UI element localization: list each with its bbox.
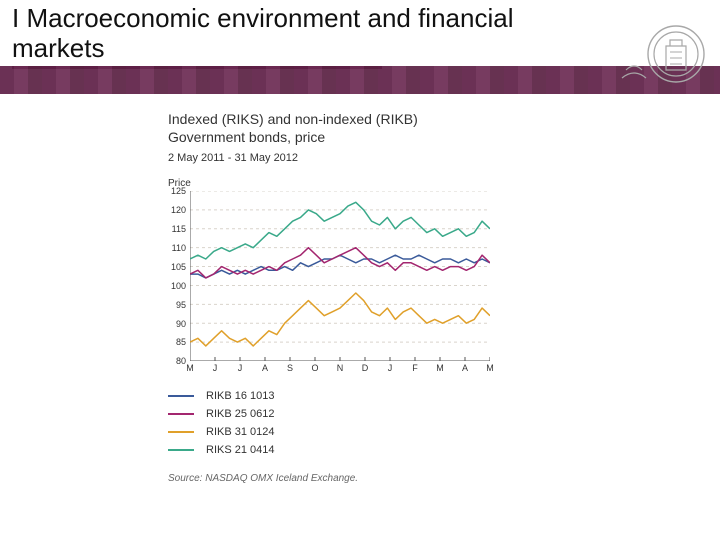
y-tick: 80 [176, 356, 186, 366]
y-axis-label: Price [168, 178, 552, 189]
line-chart-svg [190, 191, 490, 361]
y-tick: 110 [172, 243, 186, 253]
x-tick: S [287, 363, 293, 373]
series-line [190, 203, 490, 260]
chart-title-line1: Indexed (RIKS) and non-indexed (RIKB) [168, 111, 418, 127]
y-tick: 125 [171, 186, 186, 196]
y-tick: 90 [176, 319, 186, 329]
x-tick: N [337, 363, 344, 373]
x-tick: A [262, 363, 268, 373]
y-tick: 105 [171, 262, 186, 272]
slide-root: I Macroeconomic environment and financia… [0, 0, 720, 540]
legend-label: RIKB 31 0124 [206, 426, 275, 438]
legend-item: RIKB 31 0124 [168, 423, 552, 441]
legend-label: RIKB 16 1013 [206, 390, 275, 402]
x-tick: M [436, 363, 444, 373]
chart-title: Indexed (RIKS) and non-indexed (RIKB) Go… [168, 110, 552, 146]
y-tick: 120 [171, 205, 186, 215]
x-tick-row: MJJASONDJFMAM [190, 363, 490, 377]
legend-item: RIKB 16 1013 [168, 387, 552, 405]
title-text: I Macroeconomic environment and financia… [12, 3, 513, 63]
series-line [190, 248, 490, 278]
title-block: I Macroeconomic environment and financia… [12, 4, 532, 69]
legend-swatch [168, 413, 194, 415]
x-tick: F [412, 363, 418, 373]
chart-source: Source: NASDAQ OMX Iceland Exchange. [168, 473, 552, 484]
legend-label: RIKS 21 0414 [206, 444, 275, 456]
page-title: I Macroeconomic environment and financia… [12, 4, 532, 64]
x-tick: M [186, 363, 194, 373]
series-line [190, 293, 490, 346]
y-tick: 95 [176, 300, 186, 310]
plot-area: 12512011511010510095908580 MJJASONDJFMAM [168, 191, 508, 361]
legend-item: RIKS 21 0414 [168, 441, 552, 459]
legend-swatch [168, 449, 194, 451]
chart-container: Indexed (RIKS) and non-indexed (RIKB) Go… [168, 110, 552, 484]
x-tick: J [213, 363, 218, 373]
y-tick-column: 12512011511010510095908580 [168, 191, 190, 361]
x-tick: O [311, 363, 318, 373]
legend-swatch [168, 431, 194, 433]
x-tick: J [388, 363, 393, 373]
seal-logo [616, 12, 706, 96]
x-tick: M [486, 363, 494, 373]
legend-label: RIKB 25 0612 [206, 408, 275, 420]
legend-swatch [168, 395, 194, 397]
y-tick: 115 [172, 224, 186, 234]
y-tick: 85 [176, 337, 186, 347]
y-tick: 100 [171, 281, 186, 291]
legend-item: RIKB 25 0612 [168, 405, 552, 423]
x-tick: A [462, 363, 468, 373]
x-tick: D [362, 363, 369, 373]
decorative-band [0, 66, 720, 94]
chart-date-range: 2 May 2011 - 31 May 2012 [168, 152, 552, 164]
chart-title-line2: Government bonds, price [168, 129, 325, 145]
x-tick: J [238, 363, 243, 373]
chart-legend: RIKB 16 1013 RIKB 25 0612 RIKB 31 0124 RIKS… [168, 387, 552, 459]
